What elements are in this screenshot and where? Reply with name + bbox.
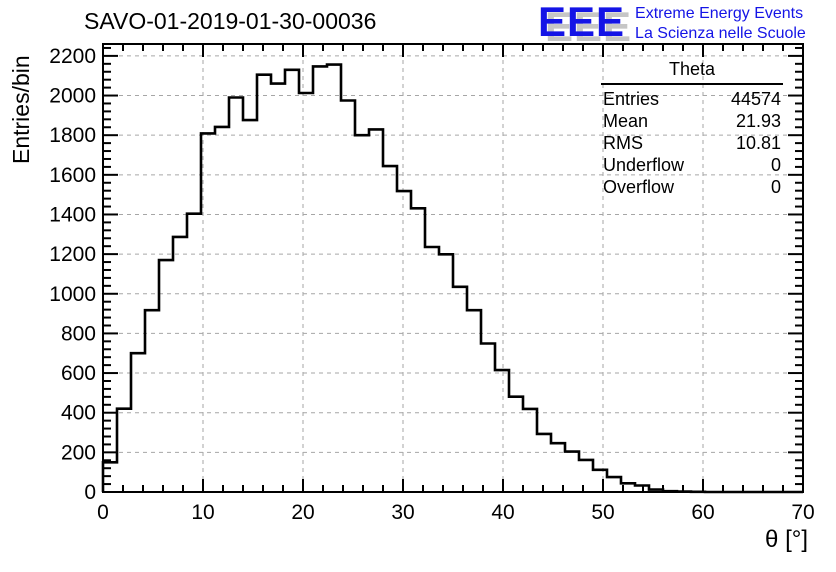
stat-value: 44574 bbox=[730, 89, 781, 109]
stat-value: 0 bbox=[770, 177, 781, 197]
stat-value: 10.81 bbox=[735, 133, 781, 153]
svg-text:800: 800 bbox=[61, 322, 96, 345]
svg-text:70: 70 bbox=[791, 501, 814, 524]
stats-rows: Entries 44574 Mean 21.93 RMS 10.81 Underflow 0 O… bbox=[601, 88, 783, 198]
svg-text:600: 600 bbox=[61, 362, 96, 385]
svg-text:2200: 2200 bbox=[49, 45, 96, 68]
svg-text:60: 60 bbox=[691, 501, 714, 524]
stats-title: Theta bbox=[601, 59, 783, 85]
svg-text:0: 0 bbox=[84, 481, 96, 504]
svg-text:1400: 1400 bbox=[49, 203, 96, 226]
stat-label: Overflow bbox=[603, 177, 675, 197]
svg-text:30: 30 bbox=[391, 501, 414, 524]
stat-label: Entries bbox=[603, 89, 660, 109]
stat-row: Mean 21.93 bbox=[601, 110, 783, 132]
x-axis-title: θ [°] bbox=[765, 526, 808, 553]
y-tick-labels: 0 200 400 600 800 1000 1200 1400 1600 1800 2000 220… bbox=[49, 45, 96, 504]
svg-text:10: 10 bbox=[191, 501, 214, 524]
svg-text:1600: 1600 bbox=[49, 164, 96, 187]
svg-text:40: 40 bbox=[491, 501, 514, 524]
x-tick-labels: 0 10 20 30 40 50 60 70 bbox=[97, 501, 815, 524]
stat-row: Underflow 0 bbox=[601, 154, 783, 176]
svg-text:1800: 1800 bbox=[49, 124, 96, 147]
eee-logo: EEE Extreme Energy Events La Scienza nel… bbox=[538, 0, 806, 45]
grid-lines bbox=[103, 44, 803, 492]
stat-row: RMS 10.81 bbox=[601, 132, 783, 154]
axis-ticks bbox=[102, 44, 804, 493]
svg-text:400: 400 bbox=[61, 402, 96, 425]
svg-text:50: 50 bbox=[591, 501, 614, 524]
stat-label: RMS bbox=[603, 133, 643, 153]
eee-logo-line2: La Scienza nelle Scuole bbox=[635, 25, 806, 42]
svg-text:20: 20 bbox=[291, 501, 314, 524]
svg-text:200: 200 bbox=[61, 441, 96, 464]
stat-row: Entries 44574 bbox=[601, 88, 783, 110]
svg-text:2000: 2000 bbox=[49, 85, 96, 108]
stat-row: Overflow 0 bbox=[601, 176, 783, 198]
svg-text:1200: 1200 bbox=[49, 243, 96, 266]
svg-text:0: 0 bbox=[97, 501, 109, 524]
eee-logo-letters: EEE bbox=[538, 0, 626, 45]
stat-value: 21.93 bbox=[735, 111, 781, 131]
plot-frame bbox=[102, 43, 804, 493]
plot-title: SAVO-01-2019-01-30-00036 bbox=[84, 8, 377, 34]
eee-logo-text: Extreme Energy Events La Scienza nelle S… bbox=[635, 2, 806, 44]
y-axis-title: Entries/bin bbox=[8, 55, 34, 164]
histogram-step-line bbox=[101, 63, 803, 494]
stat-label: Mean bbox=[603, 111, 649, 131]
stats-box: Theta Entries 44574 Mean 21.93 RMS 10.81 Under… bbox=[601, 59, 783, 198]
eee-logo-line1: Extreme Energy Events bbox=[635, 5, 804, 22]
stat-value: 0 bbox=[770, 155, 781, 175]
stat-label: Underflow bbox=[603, 155, 685, 175]
svg-text:1000: 1000 bbox=[49, 283, 96, 306]
